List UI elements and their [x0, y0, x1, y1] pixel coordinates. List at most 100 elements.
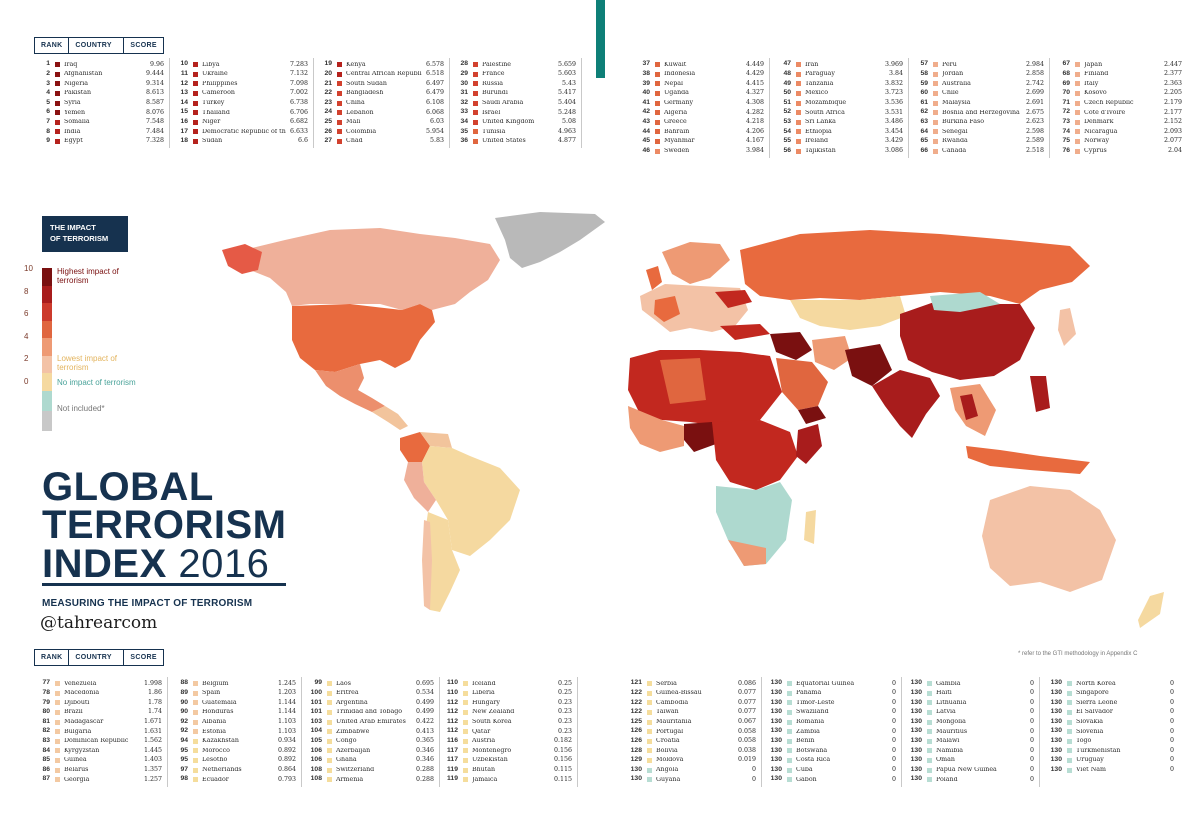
country-cell: Mozambique	[805, 100, 847, 107]
list-item: 112 Hungary 0.23	[442, 698, 572, 708]
rank-cell: 116	[447, 736, 458, 744]
country-cell: Gabon	[796, 776, 817, 783]
rank-cell: 6	[46, 108, 50, 116]
list-item: 130 Namibia 0	[906, 746, 1034, 756]
score-swatch	[55, 129, 60, 135]
rank-cell: 130	[910, 765, 922, 773]
rank-cell: 130	[1050, 717, 1062, 725]
score-cell: 1.144	[277, 698, 296, 706]
score-swatch	[1067, 729, 1072, 735]
rank-cell: 126	[630, 736, 642, 744]
column-divider	[901, 677, 902, 787]
score-swatch	[933, 119, 938, 125]
score-cell: 0.077	[737, 698, 756, 706]
bottom-column: 77 Venezuela 1.998 78 Macedonia 1.86 79 Djibout…	[34, 679, 162, 785]
list-item: 37 Kuwait 4.449	[634, 60, 764, 70]
rank-cell: 88	[180, 679, 188, 687]
score-cell: 1.74	[147, 708, 162, 716]
country-cell: Kazakhstan	[202, 738, 239, 745]
score-swatch	[337, 71, 342, 77]
country-cell: Mali	[346, 119, 361, 126]
country-cell: Uruguay	[1076, 757, 1104, 764]
top-column: 67 Japan 2.447 68 Finland 2.377 69 Italy 2.363 70…	[1054, 60, 1182, 156]
score-swatch	[463, 700, 468, 706]
country-cell: New Zealand	[472, 709, 515, 716]
rank-cell: 79	[42, 698, 50, 706]
score-cell: 0.058	[737, 737, 756, 745]
score-cell: 3.969	[884, 60, 903, 68]
rank-cell: 130	[910, 736, 922, 744]
country-cell: South Sudan	[346, 80, 387, 87]
country-cell: Somalia	[64, 119, 90, 126]
score-cell: 3.429	[884, 137, 903, 145]
rank-cell: 119	[447, 765, 458, 773]
score-cell: 7.002	[289, 89, 308, 97]
column-divider	[449, 58, 450, 149]
list-item: 62 Bosnia and Herzegovina 2.675	[912, 108, 1044, 118]
score-cell: 1.998	[143, 679, 162, 687]
list-item: 130 Singapore 0	[1046, 689, 1174, 699]
rank-cell: 92	[180, 727, 188, 735]
list-item: 73 Denmark 2.152	[1054, 118, 1182, 128]
list-item: 130 Botswana 0	[766, 746, 896, 756]
score-swatch	[787, 729, 792, 735]
yemen-region	[798, 406, 826, 424]
score-cell: 1.203	[277, 689, 296, 697]
country-cell: Turkey	[202, 100, 225, 107]
score-swatch	[337, 91, 342, 97]
country-cell: Burundi	[482, 90, 508, 97]
list-item: 80 Brazil 1.74	[34, 708, 162, 718]
list-item: 66 Canada 2.518	[912, 146, 1044, 156]
score-cell: 0.499	[415, 708, 434, 716]
rank-cell: 17	[180, 127, 188, 135]
list-item: 87 Georgia 1.257	[34, 775, 162, 785]
country-cell: Greece	[664, 119, 687, 126]
list-item: 130 Viet Nam 0	[1046, 765, 1174, 775]
score-cell: 0.288	[415, 775, 434, 783]
score-swatch	[463, 738, 468, 744]
score-swatch	[655, 71, 660, 77]
rank-cell: 65	[920, 137, 928, 145]
list-item: 55 Ireland 3.429	[775, 137, 903, 147]
list-item: 112 South Korea 0.23	[442, 717, 572, 727]
country-cell: Panama	[796, 690, 822, 697]
rank-cell: 18	[180, 137, 188, 145]
list-item: 75 Norway 2.077	[1054, 137, 1182, 147]
score-cell: 0	[891, 765, 896, 773]
top-table-header: RANK COUNTRY SCORE	[34, 37, 164, 54]
rank-cell: 31	[460, 89, 468, 97]
list-item: 106 Azerbaijan 0.346	[306, 746, 434, 756]
country-cell: Azerbaijan	[336, 747, 371, 754]
score-swatch	[193, 719, 198, 725]
country-cell: Syria	[64, 100, 81, 107]
rank-cell: 129	[630, 756, 642, 764]
score-cell: 0	[1029, 718, 1034, 726]
score-cell: 0.115	[553, 765, 572, 773]
philippines-region	[1030, 376, 1050, 412]
country-cell: Australia	[942, 80, 971, 87]
score-cell: 0	[891, 718, 896, 726]
score-cell: 2.04	[1167, 146, 1182, 154]
country-cell: Albania	[202, 719, 227, 726]
score-cell: 5.603	[557, 70, 576, 78]
rank-cell: 73	[1062, 117, 1070, 125]
score-cell: 4.415	[745, 79, 764, 87]
legend-not-included-label: Not included*	[57, 404, 105, 413]
score-swatch	[463, 729, 468, 735]
country-cell: United States	[482, 138, 526, 145]
rank-cell: 10	[180, 60, 188, 68]
score-swatch	[933, 129, 938, 135]
score-cell: 3.454	[884, 127, 903, 135]
score-swatch	[787, 710, 792, 716]
legend-scale-number: 6	[24, 309, 29, 318]
list-item: 41 Germany 4.308	[634, 98, 764, 108]
score-swatch	[1075, 129, 1080, 135]
score-cell: 0	[1169, 737, 1174, 745]
rank-cell: 92	[180, 717, 188, 725]
score-cell: 0.892	[277, 746, 296, 754]
list-item: 51 Mozambique 3.536	[775, 98, 903, 108]
score-cell: 2.858	[1025, 70, 1044, 78]
rank-cell: 19	[324, 60, 332, 68]
list-item: 38 Indonesia 4.429	[634, 70, 764, 80]
score-cell: 0	[1169, 756, 1174, 764]
